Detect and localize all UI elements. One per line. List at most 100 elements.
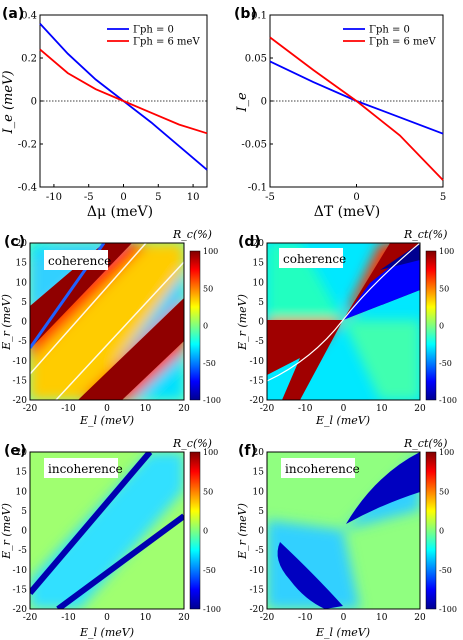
- colorbar-title-e: R_c(%): [172, 437, 212, 450]
- colorbar-tick-label-c: -100: [203, 396, 221, 405]
- heat-xtick-label-f: 20: [414, 613, 426, 623]
- heat-ytick-label-c: -5: [18, 337, 27, 347]
- heat-ytick-label-d: 20: [253, 239, 265, 249]
- panel-label-c: (c): [4, 234, 25, 250]
- heat-ytick-label-c: 20: [16, 239, 28, 249]
- colorbar-tick-label-e: 0: [203, 527, 208, 536]
- heatmap-c: coherence: [29, 242, 185, 401]
- heat-ytick-label-c: -15: [13, 376, 28, 386]
- ylabel-b: I_e: [235, 92, 250, 113]
- heat-xtick-label-c: 20: [178, 404, 190, 414]
- ytick-label-b: 0: [261, 97, 267, 108]
- ylabel-f: E_r (meV): [236, 503, 249, 560]
- heat-ytick-label-f: 15: [253, 468, 265, 478]
- xtick-label-b: 5: [440, 192, 446, 203]
- colorbar-tick-label-f: 100: [439, 448, 454, 457]
- ytick-label-a: -0.4: [18, 183, 37, 194]
- heat-ytick-label-e: 5: [21, 507, 27, 517]
- heat-xtick-label-f: -10: [298, 613, 313, 623]
- xtick-label-a: -10: [46, 192, 62, 203]
- series-line-b-1: [269, 60, 444, 135]
- colorbar-tick-label-e: 100: [203, 448, 218, 457]
- heat-ytick-label-f: -5: [255, 546, 264, 556]
- heat-xtick-label-d: 20: [414, 404, 426, 414]
- annotation-box-c: [44, 250, 108, 270]
- ylabel-c: E_r (meV): [0, 294, 13, 351]
- heat-ytick-label-e: -10: [13, 566, 28, 576]
- xtick-label-b: 0: [353, 192, 359, 203]
- annotation-incoherence-e: incoherence: [48, 462, 123, 476]
- annotation-box-e: [44, 458, 118, 478]
- heat-ytick-label-c: -10: [13, 357, 28, 367]
- heatmap-d: coherence: [266, 242, 421, 401]
- xlabel-e: E_l (meV): [79, 626, 134, 639]
- annotation-incoherence-f: incoherence: [285, 462, 360, 476]
- annotation-box-d: [279, 248, 343, 268]
- heat-ytick-label-f: 5: [258, 507, 264, 517]
- annotation-coherence-d: coherence: [283, 252, 346, 266]
- colorbar-tick-label-d: 100: [439, 247, 454, 256]
- xtick-label-a: -5: [84, 192, 94, 203]
- heat-ytick-label-e: 10: [16, 487, 28, 497]
- heat-ytick-label-e: -20: [13, 605, 28, 615]
- xlabel-c: E_l (meV): [79, 414, 134, 427]
- xlabel-a: Δμ (meV): [87, 204, 153, 220]
- ytick-label-a: -0.2: [18, 140, 37, 151]
- colorbar-c: [189, 250, 201, 401]
- xtick-label-a: 0: [120, 192, 126, 203]
- colorbar-d: [425, 250, 437, 401]
- colorbar-tick-label-c: 100: [203, 247, 218, 256]
- colorbar-tick-label-e: -100: [203, 605, 221, 614]
- heat-ytick-label-c: 10: [16, 278, 28, 288]
- heat-xtick-label-c: -20: [23, 404, 38, 414]
- colorbar-tick-label-d: -50: [439, 359, 452, 368]
- legend-label-a-2: Γph = 6 meV: [133, 37, 200, 48]
- colorbar-tick-label-f: 0: [439, 527, 444, 536]
- heat-xtick-label-d: 0: [341, 404, 347, 414]
- annotation-coherence-c: coherence: [48, 254, 111, 268]
- ylabel-d: E_r (meV): [236, 294, 249, 351]
- heat-xtick-label-c: 0: [104, 404, 110, 414]
- colorbar-tick-label-f: 50: [439, 487, 449, 496]
- heat-ytick-label-f: -20: [250, 605, 265, 615]
- heat-xtick-label-e: -10: [61, 613, 76, 623]
- heat-xtick-label-e: -20: [23, 613, 38, 623]
- series-line-a-2: [39, 48, 208, 135]
- heat-xtick-label-c: -10: [61, 404, 76, 414]
- colorbar-tick-label-d: -100: [439, 396, 457, 405]
- colorbar-tick-label-e: -50: [203, 566, 216, 575]
- xlabel-b: ΔT (meV): [314, 204, 381, 220]
- heat-ytick-label-d: -15: [250, 376, 265, 386]
- heat-ytick-label-d: 15: [253, 259, 265, 269]
- xtick-label-a: 5: [155, 192, 161, 203]
- panel-label-f: (f): [238, 443, 257, 459]
- heat-xtick-label-d: 10: [376, 404, 388, 414]
- heat-xtick-label-d: -10: [298, 404, 313, 414]
- colorbar-tick-label-d: 0: [439, 322, 444, 331]
- heat-xtick-label-e: 20: [178, 613, 190, 623]
- heat-ytick-label-f: 10: [253, 487, 265, 497]
- colorbar-f: [425, 451, 437, 610]
- heat-ytick-label-d: 0: [258, 318, 264, 328]
- heat-ytick-label-d: -5: [255, 337, 264, 347]
- xtick-label-a: 10: [187, 192, 200, 203]
- colorbar-tick-label-c: 0: [203, 322, 208, 331]
- heat-ytick-label-d: 5: [258, 298, 264, 308]
- heat-xtick-label-f: 0: [341, 613, 347, 623]
- heat-xtick-label-e: 10: [140, 613, 152, 623]
- heat-ytick-label-c: 15: [16, 259, 28, 269]
- heat-ytick-label-e: 20: [16, 448, 28, 458]
- colorbar-tick-label-f: -50: [439, 566, 452, 575]
- ytick-label-a: 0.2: [21, 54, 37, 65]
- heat-ytick-label-e: 15: [16, 468, 28, 478]
- heat-xtick-label-f: 10: [376, 613, 388, 623]
- xlabel-f: E_l (meV): [315, 626, 370, 639]
- heat-ytick-label-f: -15: [250, 585, 265, 595]
- ytick-label-b: 0.1: [251, 11, 267, 22]
- heat-xtick-label-e: 0: [104, 613, 110, 623]
- heat-ytick-label-c: 0: [21, 318, 27, 328]
- heat-ytick-label-d: -20: [250, 396, 265, 406]
- heat-xtick-label-c: 10: [140, 404, 152, 414]
